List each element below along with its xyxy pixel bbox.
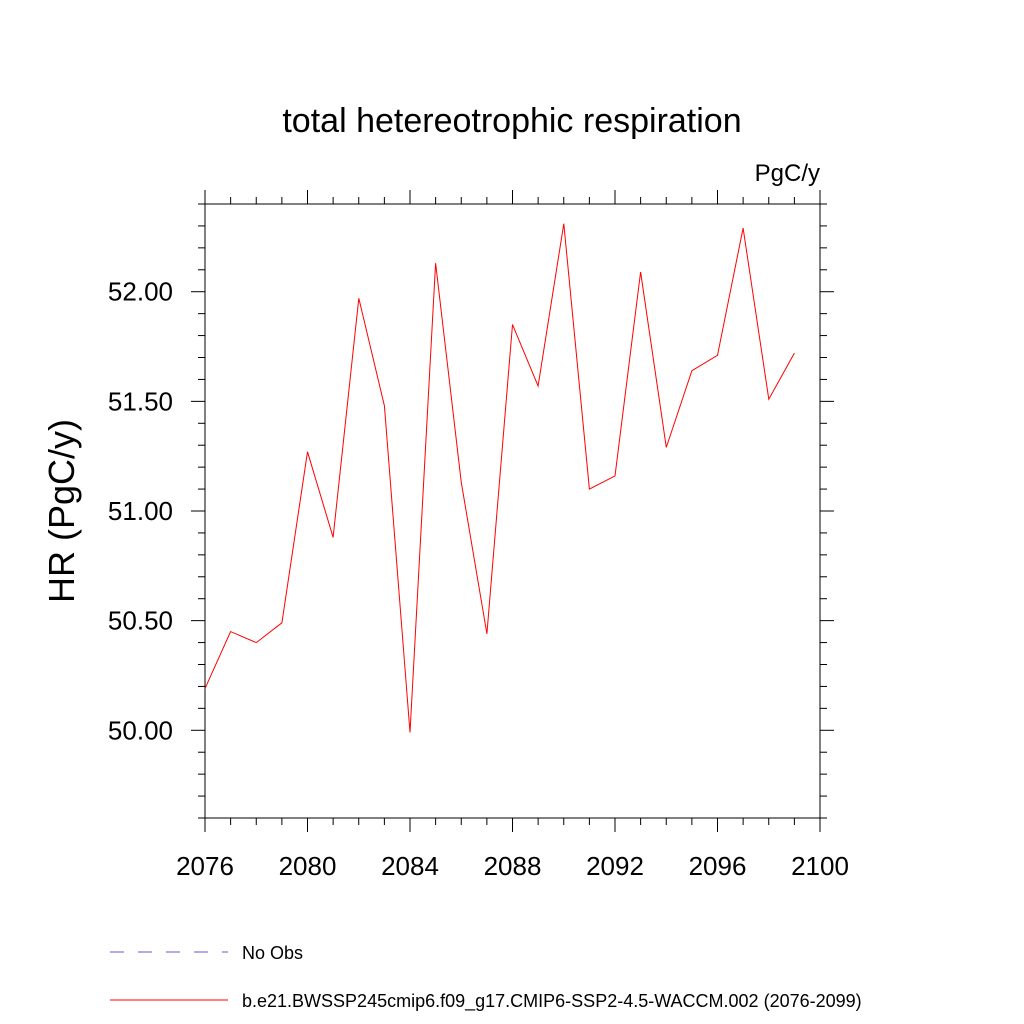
series-layer <box>204 223 795 733</box>
y-tick-label: 50.50 <box>108 606 173 636</box>
y-tick-label: 51.00 <box>108 496 173 526</box>
x-tick-label: 2096 <box>689 851 747 881</box>
series-line <box>204 223 795 733</box>
axis-ticks <box>191 190 834 832</box>
legend-label: b.e21.BWSSP245cmip6.f09_g17.CMIP6-SSP2-4… <box>242 991 862 1012</box>
units-label: PgC/y <box>755 160 820 187</box>
plot-frame <box>204 203 821 819</box>
legend-label: No Obs <box>242 943 303 963</box>
tick-labels: 2076 2080 2084 2088 2092 2096 2100 50.00 50.50 51… <box>108 277 849 881</box>
y-tick-label: 52.00 <box>108 277 173 307</box>
chart-title: total hetereotrophic respiration <box>282 102 741 140</box>
y-tick-label: 51.50 <box>108 386 173 416</box>
y-tick-label: 50.00 <box>108 715 173 745</box>
x-tick-label: 2092 <box>586 851 644 881</box>
legend: No Obs b.e21.BWSSP245cmip6.f09_g17.CMIP6-… <box>110 943 862 1012</box>
x-tick-label: 2076 <box>176 851 234 881</box>
y-axis-label: HR (PgC/y) <box>41 419 82 603</box>
x-tick-label: 2100 <box>791 851 849 881</box>
x-tick-label: 2088 <box>484 851 542 881</box>
x-tick-label: 2084 <box>381 851 439 881</box>
x-tick-label: 2080 <box>279 851 337 881</box>
